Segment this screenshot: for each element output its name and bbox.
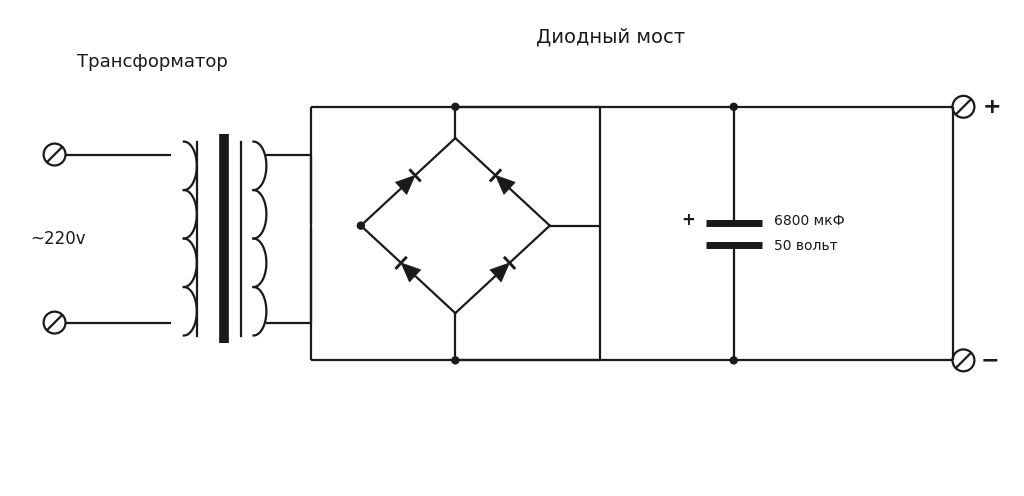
Text: ~220v: ~220v [31, 230, 86, 248]
Text: +: + [681, 211, 695, 229]
Text: −: − [980, 350, 999, 371]
Circle shape [357, 222, 365, 229]
Circle shape [452, 103, 459, 110]
Text: Диодный мост: Диодный мост [537, 28, 685, 47]
Text: +: + [982, 97, 1001, 117]
Polygon shape [395, 176, 415, 194]
Polygon shape [401, 263, 421, 282]
Text: Трансформатор: Трансформатор [78, 53, 228, 71]
Polygon shape [496, 176, 515, 194]
Circle shape [730, 357, 737, 364]
Circle shape [730, 103, 737, 110]
Circle shape [452, 357, 459, 364]
Text: 50 вольт: 50 вольт [773, 239, 838, 252]
Polygon shape [489, 263, 510, 282]
Text: 6800 мкФ: 6800 мкФ [773, 214, 844, 228]
